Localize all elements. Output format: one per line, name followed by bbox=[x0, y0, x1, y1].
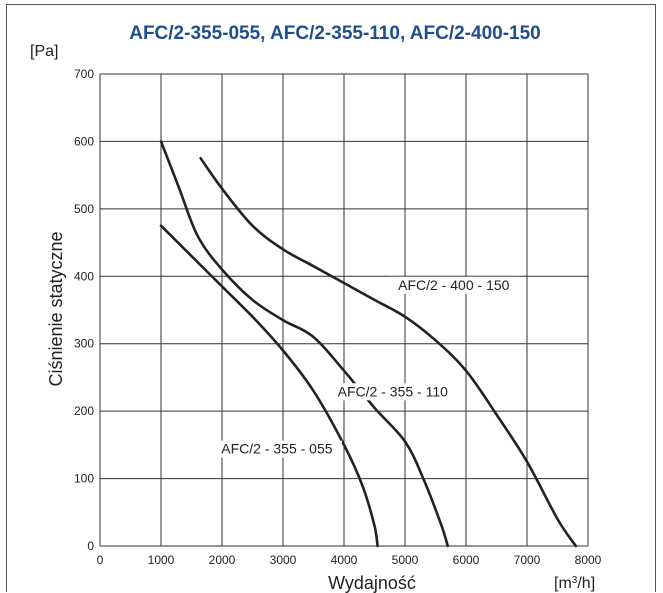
series-labels: AFC/2 - 400 - 150 AFC/2 - 355 - 110 AFC/2 … bbox=[211, 276, 519, 458]
chart-grid bbox=[99, 73, 589, 547]
series-label-bg bbox=[388, 276, 519, 294]
x-tick-label: 4000 bbox=[331, 553, 358, 567]
x-unit-label: [m3/h] bbox=[554, 575, 595, 593]
x-tick-label: 6000 bbox=[453, 553, 480, 567]
x-axis-label: Wydajność bbox=[328, 573, 416, 593]
x-tick-label: 8000 bbox=[575, 553, 602, 567]
y-tick-label: 400 bbox=[74, 269, 94, 283]
x-tick-label: 7000 bbox=[514, 553, 541, 567]
chart-series bbox=[159, 140, 578, 548]
y-tick-label: 500 bbox=[74, 202, 94, 216]
series-label: AFC/2 - 355 - 110 bbox=[338, 383, 448, 399]
y-tick-label: 700 bbox=[74, 67, 94, 81]
x-tick-label: 2000 bbox=[209, 553, 236, 567]
y-tick-label: 100 bbox=[74, 472, 94, 486]
y-unit-label: [Pa] bbox=[30, 43, 58, 60]
series-line bbox=[199, 157, 578, 548]
y-tick-label: 0 bbox=[87, 539, 94, 553]
y-tick-label: 600 bbox=[74, 134, 94, 148]
y-tick-label: 300 bbox=[74, 337, 94, 351]
chart-title: AFC/2-355-055, AFC/2-355-110, AFC/2-400-… bbox=[129, 23, 541, 44]
series-label-bg bbox=[327, 383, 458, 401]
chart-frame bbox=[6, 4, 656, 592]
series-label: AFC/2 - 355 - 055 bbox=[221, 441, 332, 457]
x-tick-label: 3000 bbox=[270, 553, 297, 567]
series-line bbox=[159, 224, 379, 548]
x-tick-label: 5000 bbox=[392, 553, 419, 567]
x-tick-label: 1000 bbox=[148, 553, 175, 567]
x-tick-label: 0 bbox=[97, 553, 104, 567]
series-line bbox=[159, 140, 449, 548]
y-tick-label: 200 bbox=[74, 404, 94, 418]
series-label-bg bbox=[211, 440, 342, 458]
y-axis-label: Ciśnienie statyczne bbox=[46, 231, 66, 386]
tick-labels: 0 1000 2000 3000 4000 5000 6000 7000 8000 0 100 200… bbox=[74, 67, 602, 567]
series-label: AFC/2 - 400 - 150 bbox=[398, 277, 509, 293]
